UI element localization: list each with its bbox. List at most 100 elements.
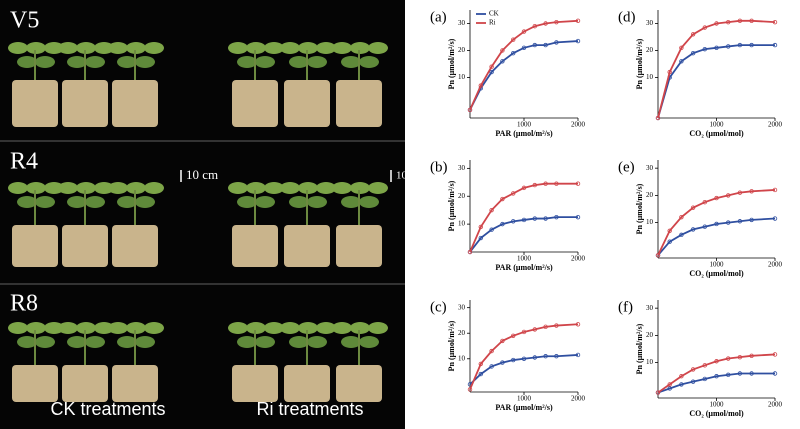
y-tick-label: 10: [458, 354, 466, 362]
plant-leaf: [17, 336, 37, 348]
data-point: [478, 361, 483, 367]
x-axis-label: PAR (μmol/m²/s): [495, 129, 553, 138]
x-tick-label: 2000: [571, 395, 586, 403]
plant-leaf: [228, 182, 248, 194]
data-point: [772, 216, 778, 221]
data-point: [714, 374, 719, 379]
legend-label: CK: [489, 10, 499, 18]
data-point: [478, 224, 483, 230]
data-point: [667, 382, 672, 387]
data-point: [543, 42, 548, 48]
plant-leaf: [298, 322, 318, 334]
data-point: [575, 352, 581, 358]
plant-leaf: [76, 182, 96, 194]
data-point: [543, 324, 548, 330]
data-point: [478, 371, 483, 377]
data-point: [726, 220, 731, 225]
scale-label: 10 cm: [396, 170, 424, 182]
data-point: [543, 216, 548, 221]
y-tick-label: 30: [646, 304, 654, 312]
plant-leaf: [316, 322, 336, 334]
plant-leaf: [94, 182, 114, 194]
plant-leaf: [67, 336, 87, 348]
data-point: [726, 372, 731, 378]
plant-leaf: [94, 322, 114, 334]
data-point: [679, 45, 684, 50]
x-tick-label: 1000: [517, 395, 532, 403]
plant-leaf: [255, 196, 275, 208]
data-point: [543, 354, 548, 359]
data-point: [690, 379, 696, 384]
plant-leaf: [307, 336, 327, 348]
data-point: [772, 352, 778, 357]
data-point: [554, 19, 559, 25]
plant-leaf: [8, 42, 28, 54]
plant-leaf: [135, 336, 155, 348]
plant-leaf: [135, 196, 155, 208]
panel-label: (c): [430, 299, 447, 315]
data-point: [554, 40, 559, 45]
plant-leaf: [144, 42, 164, 54]
y-tick-label: 10: [646, 218, 654, 226]
x-tick-label: 2000: [571, 255, 586, 263]
panel-label: (e): [618, 159, 635, 175]
plant-leaf: [85, 56, 105, 68]
y-tick-label: 20: [646, 191, 654, 199]
data-point: [749, 18, 754, 23]
plant-leaf: [280, 322, 300, 334]
plant-leaf: [17, 196, 37, 208]
plant-leaf: [117, 56, 137, 68]
plant-bag: [232, 225, 278, 267]
plant-bag: [112, 225, 158, 267]
data-point: [702, 363, 707, 368]
y-axis-label: Pn (μmol/m²/s): [635, 183, 644, 234]
stage-label: R4: [10, 149, 38, 175]
plant-leaf: [76, 322, 96, 334]
data-point: [489, 364, 494, 369]
plant-bag: [336, 365, 382, 402]
series-line: [469, 216, 578, 253]
data-point: [500, 196, 505, 202]
scale-label: 10 cm: [186, 167, 218, 182]
data-point: [532, 216, 537, 221]
data-point: [714, 21, 719, 26]
x-tick-label: 1000: [710, 401, 725, 409]
data-point: [772, 19, 778, 25]
plant-leaf: [8, 182, 28, 194]
data-point: [772, 187, 778, 193]
plant-leaf: [332, 42, 352, 54]
data-point: [726, 19, 731, 25]
data-point: [511, 219, 516, 224]
y-tick-label: 30: [458, 19, 466, 27]
data-point: [500, 48, 505, 53]
plant-bag: [336, 225, 382, 267]
legend-label: Ri: [489, 19, 496, 27]
series-line: [469, 182, 578, 253]
y-axis-label: Pn (μmol/m²/s): [447, 180, 456, 231]
plant-leaf: [368, 182, 388, 194]
plant-bag: [12, 365, 58, 402]
data-point: [500, 360, 505, 365]
plant-leaf: [237, 56, 257, 68]
data-point: [554, 323, 559, 328]
plant-leaf: [341, 56, 361, 68]
chart: (b) 10 20 30 1000 2000 PAR (μmol/m²/s) Pn (μmol…: [430, 159, 586, 271]
data-point: [467, 387, 473, 392]
plant-bag: [336, 80, 382, 127]
data-point: [772, 371, 778, 376]
data-point: [749, 217, 754, 223]
stage-label: R8: [10, 291, 38, 317]
photo-background: [0, 0, 405, 429]
data-point: [702, 46, 707, 52]
data-point: [532, 24, 537, 29]
plant-leaf: [368, 42, 388, 54]
y-tick-label: 20: [458, 192, 466, 200]
group-label: Ri treatments: [256, 399, 363, 419]
plant-leaf: [8, 322, 28, 334]
panel-label: (f): [618, 299, 633, 315]
plant-leaf: [341, 336, 361, 348]
plant-bag: [12, 225, 58, 267]
y-axis-label: Pn (μmol/m²/s): [447, 38, 456, 89]
plant-leaf: [350, 42, 370, 54]
data-point: [690, 51, 696, 56]
